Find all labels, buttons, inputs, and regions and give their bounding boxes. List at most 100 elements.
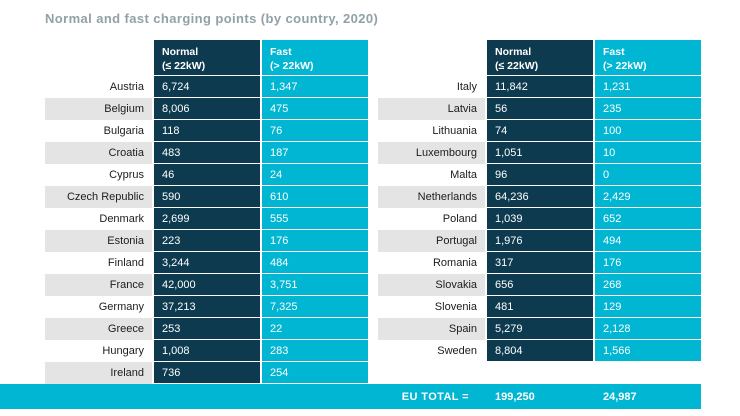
normal-value-cell: 64,236: [487, 186, 593, 208]
fast-value-cell: 1,566: [595, 340, 701, 362]
fast-value-cell: 268: [595, 274, 701, 296]
normal-value-cell: 118: [154, 120, 260, 142]
normal-value-cell: 3,244: [154, 252, 260, 274]
eu-total-fast-value: 24,987: [603, 390, 637, 403]
normal-value-cell: 590: [154, 186, 260, 208]
table-row: Slovakia 656 268: [378, 274, 701, 296]
normal-value-cell: 96: [487, 164, 593, 186]
chart-title: Normal and fast charging points (by coun…: [45, 11, 379, 26]
table-row: France 42,000 3,751: [45, 274, 368, 296]
normal-value-cell: 37,213: [154, 296, 260, 318]
country-cell: Cyprus: [109, 169, 144, 181]
country-cell: France: [45, 274, 152, 296]
fast-value-cell: 22: [262, 318, 368, 340]
eu-total-bar: EU TOTAL = 199,250 24,987: [0, 384, 701, 409]
table-row: Poland 1,039 652: [378, 208, 701, 230]
table-row: Estonia 223 176: [45, 230, 368, 252]
table-row: Greece 253 22: [45, 318, 368, 340]
normal-value-cell: 1,051: [487, 142, 593, 164]
country-cell: Italy: [456, 81, 477, 93]
country-cell: Denmark: [99, 213, 144, 225]
normal-value-cell: 2,699: [154, 208, 260, 230]
normal-header-title: Normal: [495, 46, 532, 58]
fast-header-subtitle: (> 22kW): [270, 60, 314, 73]
fast-value-cell: 2,429: [595, 186, 701, 208]
fast-value-cell: 652: [595, 208, 701, 230]
country-header-cell: [45, 40, 152, 76]
country-cell: Finland: [107, 257, 144, 269]
eu-total-normal-value: 199,250: [495, 390, 535, 403]
fast-header-title: Fast: [603, 46, 625, 58]
country-cell: Croatia: [45, 142, 152, 164]
table-row: Slovenia 481 129: [378, 296, 701, 318]
table-row: Malta 96 0: [378, 164, 701, 186]
country-cell: Bulgaria: [103, 125, 144, 137]
fast-header-subtitle: (> 22kW): [603, 60, 647, 73]
country-cell: Lithuania: [432, 125, 477, 137]
fast-value-cell: 235: [595, 98, 701, 120]
normal-value-cell: 223: [154, 230, 260, 252]
table-row: Romania 317 176: [378, 252, 701, 274]
normal-value-cell: 74: [487, 120, 593, 142]
table-row: Portugal 1,976 494: [378, 230, 701, 252]
table-header-row: Normal (≤ 22kW) Fast (> 22kW): [378, 40, 701, 76]
fast-header-title: Fast: [270, 46, 292, 58]
fast-value-cell: 254: [262, 362, 368, 384]
country-cell: Romania: [432, 257, 477, 269]
fast-value-cell: 283: [262, 340, 368, 362]
fast-value-cell: 610: [262, 186, 368, 208]
normal-value-cell: 736: [154, 362, 260, 384]
table-row: Belgium 8,006 475: [45, 98, 368, 120]
normal-value-cell: 656: [487, 274, 593, 296]
country-cell: Luxembourg: [378, 142, 485, 164]
normal-value-cell: 8,006: [154, 98, 260, 120]
normal-value-cell: 1,008: [154, 340, 260, 362]
country-cell: Hungary: [102, 345, 144, 357]
fast-value-cell: 10: [595, 142, 701, 164]
fast-value-cell: 24: [262, 164, 368, 186]
normal-value-cell: 483: [154, 142, 260, 164]
table-row: Croatia 483 187: [45, 142, 368, 164]
fast-value-cell: 7,325: [262, 296, 368, 318]
country-cell: Poland: [442, 213, 477, 225]
fast-value-cell: 484: [262, 252, 368, 274]
fast-value-cell: 0: [595, 164, 701, 186]
normal-value-cell: 1,976: [487, 230, 593, 252]
normal-value-cell: 6,724: [154, 76, 260, 98]
fast-column-header: Fast (> 22kW): [262, 40, 368, 76]
charging-table-right: Normal (≤ 22kW) Fast (> 22kW) Italy 11,84…: [378, 40, 701, 362]
normal-value-cell: 11,842: [487, 76, 593, 98]
normal-value-cell: 481: [487, 296, 593, 318]
table-row: Cyprus 46 24: [45, 164, 368, 186]
fast-value-cell: 176: [595, 252, 701, 274]
eu-total-label: EU TOTAL =: [401, 390, 469, 403]
table-row: Sweden 8,804 1,566: [378, 340, 701, 362]
country-cell: Malta: [450, 169, 477, 181]
fast-value-cell: 1,347: [262, 76, 368, 98]
country-cell: Greece: [45, 318, 152, 340]
table-row: Czech Republic 590 610: [45, 186, 368, 208]
country-cell: Germany: [98, 301, 144, 313]
country-cell: Slovakia: [378, 274, 485, 296]
table-row: Latvia 56 235: [378, 98, 701, 120]
fast-value-cell: 2,128: [595, 318, 701, 340]
normal-header-subtitle: (≤ 22kW): [495, 60, 539, 73]
table-row: Lithuania 74 100: [378, 120, 701, 142]
normal-value-cell: 1,039: [487, 208, 593, 230]
country-header-cell: [378, 40, 485, 76]
table-row: Ireland 736 254: [45, 362, 368, 384]
table-row: Germany 37,213 7,325: [45, 296, 368, 318]
normal-header-title: Normal: [162, 46, 199, 58]
country-cell: Czech Republic: [45, 186, 152, 208]
fast-value-cell: 76: [262, 120, 368, 142]
fast-value-cell: 475: [262, 98, 368, 120]
table-header-row: Normal (≤ 22kW) Fast (> 22kW): [45, 40, 368, 76]
country-cell: Latvia: [378, 98, 485, 120]
fast-value-cell: 187: [262, 142, 368, 164]
normal-value-cell: 5,279: [487, 318, 593, 340]
table-row: Austria 6,724 1,347: [45, 76, 368, 98]
table-row: Italy 11,842 1,231: [378, 76, 701, 98]
table-row: Netherlands 64,236 2,429: [378, 186, 701, 208]
normal-header-subtitle: (≤ 22kW): [162, 60, 206, 73]
table-row: Bulgaria 118 76: [45, 120, 368, 142]
